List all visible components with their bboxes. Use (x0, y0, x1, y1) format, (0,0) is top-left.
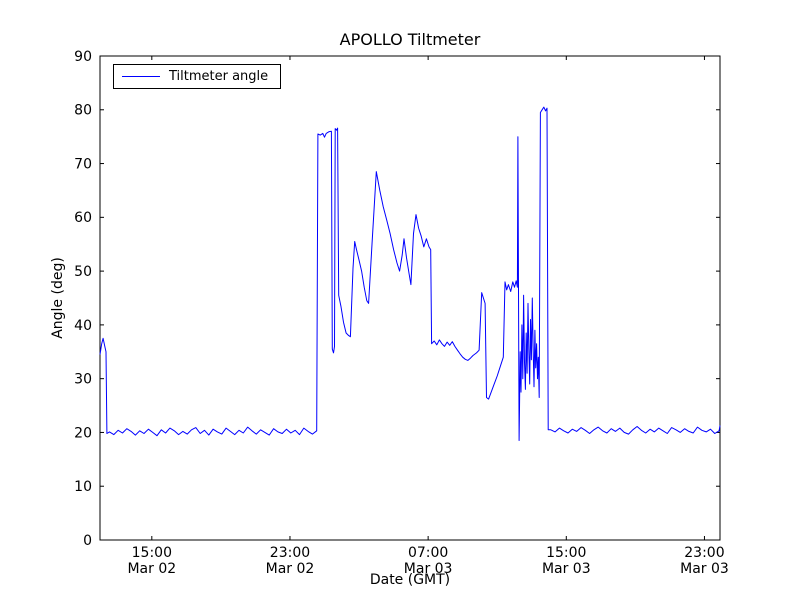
plot-frame (99, 55, 721, 541)
x-tick-label-time: 23:00 (684, 545, 724, 561)
x-tick-label-date: Mar 02 (127, 561, 176, 577)
x-tick-label-time: 15:00 (546, 545, 586, 561)
legend-line-sample (122, 76, 160, 77)
y-tick-label: 60 (74, 210, 92, 226)
x-tick-label-time: 07:00 (408, 545, 448, 561)
x-axis-label: Date (GMT) (369, 572, 451, 588)
y-tick-label: 90 (74, 49, 92, 65)
y-axis-label: Angle (deg) (50, 257, 66, 339)
x-tick-label-date: Mar 02 (266, 561, 315, 577)
y-tick-label: 10 (74, 479, 92, 495)
y-tick-label: 50 (74, 264, 92, 280)
x-tick-label-date: Mar 03 (404, 561, 453, 577)
x-tick-label-time: 23:00 (270, 545, 310, 561)
x-tick-label-date: Mar 03 (680, 561, 729, 577)
legend: Tiltmeter angle (113, 64, 282, 89)
y-tick-label: 40 (74, 318, 92, 334)
tiltmeter-angle-line (99, 106, 721, 441)
y-tick-label: 70 (74, 156, 92, 172)
y-tick-label: 30 (74, 372, 92, 388)
y-tick-label: 20 (74, 425, 92, 441)
legend-label: Tiltmeter angle (169, 69, 269, 84)
y-tick-label: 80 (74, 103, 92, 119)
x-tick-label-time: 15:00 (132, 545, 172, 561)
y-tick-label: 0 (83, 533, 92, 549)
x-tick-label-date: Mar 03 (542, 561, 591, 577)
chart-title: APOLLO Tiltmeter (339, 30, 481, 49)
